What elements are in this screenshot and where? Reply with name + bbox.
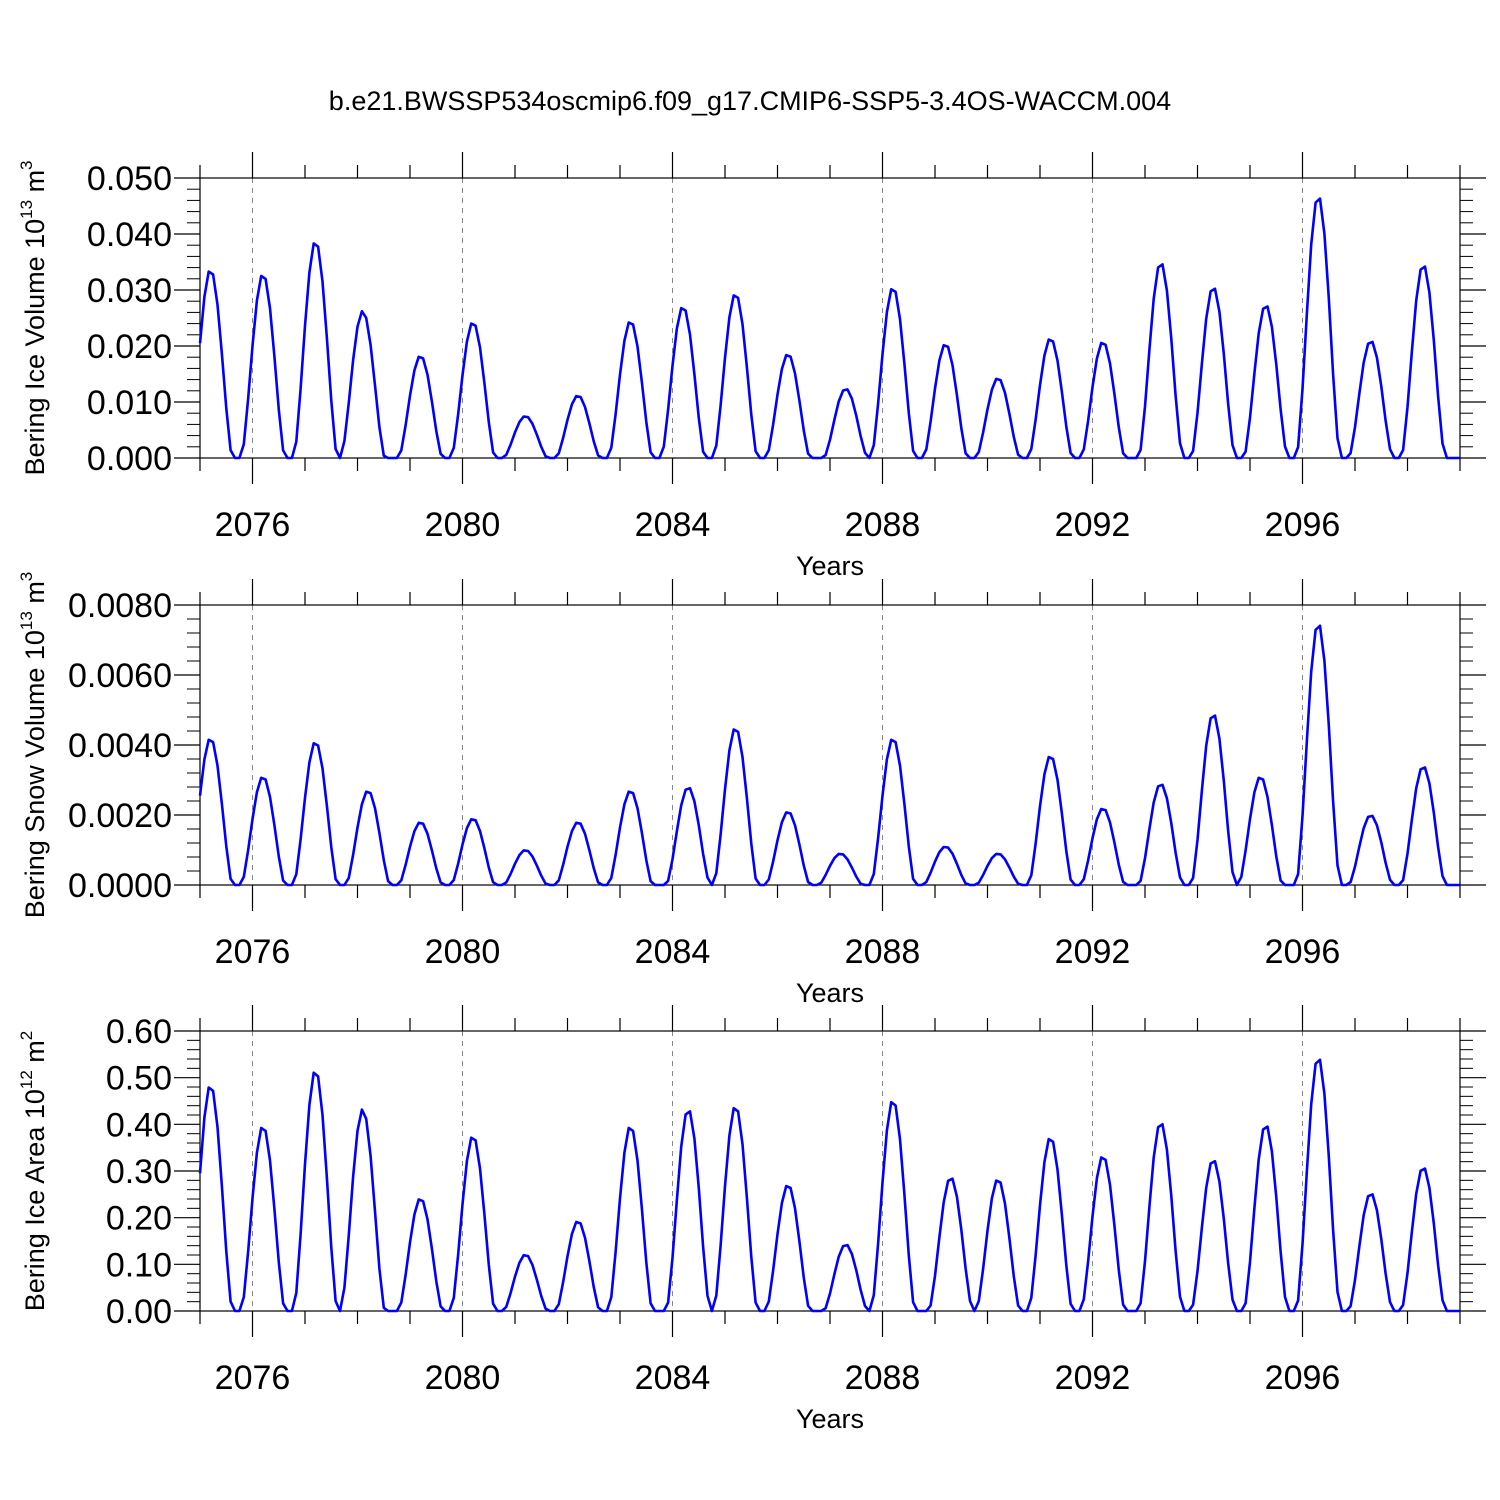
y-tick-label: 0.000 — [87, 440, 172, 478]
x-tick-label: 2084 — [635, 933, 711, 971]
x-tick-label: 2080 — [425, 1359, 501, 1397]
x-tick-label: 2096 — [1265, 933, 1341, 971]
x-tick-label: 2092 — [1055, 1359, 1131, 1397]
chart-title: b.e21.BWSSP534oscmip6.f09_g17.CMIP6-SSP5… — [328, 86, 1172, 116]
y-tick-label: 0.60 — [106, 1013, 172, 1051]
y-axis-title: Bering Ice Area 1012 m2 — [17, 1031, 50, 1312]
x-tick-label: 2084 — [635, 1359, 711, 1397]
y-tick-label: 0.0080 — [68, 587, 172, 625]
y-tick-label: 0.40 — [106, 1106, 172, 1144]
series-line-2 — [198, 624, 1460, 887]
y-tick-label: 0.030 — [87, 272, 172, 310]
x-tick-label: 2080 — [425, 933, 501, 971]
x-tick-label: 2088 — [845, 933, 921, 971]
y-tick-label: 0.020 — [87, 328, 172, 366]
y-tick-label: 0.10 — [106, 1246, 172, 1284]
y-tick-label: 0.040 — [87, 216, 172, 254]
x-tick-label: 2092 — [1055, 506, 1131, 544]
y-tick-label: 0.0040 — [68, 727, 172, 765]
y-axis-title: Bering Snow Volume 1013 m3 — [17, 572, 50, 919]
x-axis-title: Years — [796, 551, 864, 581]
y-tick-label: 0.0060 — [68, 657, 172, 695]
x-tick-label: 2080 — [425, 506, 501, 544]
y-tick-label: 0.0020 — [68, 797, 172, 835]
y-tick-label: 0.30 — [106, 1153, 172, 1191]
x-tick-label: 2088 — [845, 1359, 921, 1397]
y-tick-label: 0.050 — [87, 160, 172, 198]
x-tick-label: 2076 — [215, 933, 291, 971]
y-tick-label: 0.0000 — [68, 867, 172, 905]
y-tick-label: 0.20 — [106, 1200, 172, 1238]
x-axis-title: Years — [796, 978, 864, 1008]
plot-frame-3 — [199, 1030, 1461, 1312]
y-tick-label: 0.010 — [87, 384, 172, 422]
x-tick-label: 2076 — [215, 506, 291, 544]
x-tick-label: 2076 — [215, 1359, 291, 1397]
y-axis-title: Bering Ice Volume 1013 m3 — [17, 160, 50, 475]
x-tick-label: 2092 — [1055, 933, 1131, 971]
x-tick-label: 2096 — [1265, 1359, 1341, 1397]
plot-frame-2 — [199, 604, 1461, 886]
series-line-3 — [198, 1058, 1460, 1313]
x-tick-label: 2088 — [845, 506, 921, 544]
x-tick-label: 2096 — [1265, 506, 1341, 544]
y-tick-label: 0.00 — [106, 1293, 172, 1331]
x-axis-title: Years — [796, 1404, 864, 1434]
series-line-1 — [198, 197, 1460, 460]
x-tick-label: 2084 — [635, 506, 711, 544]
y-tick-label: 0.50 — [106, 1060, 172, 1098]
